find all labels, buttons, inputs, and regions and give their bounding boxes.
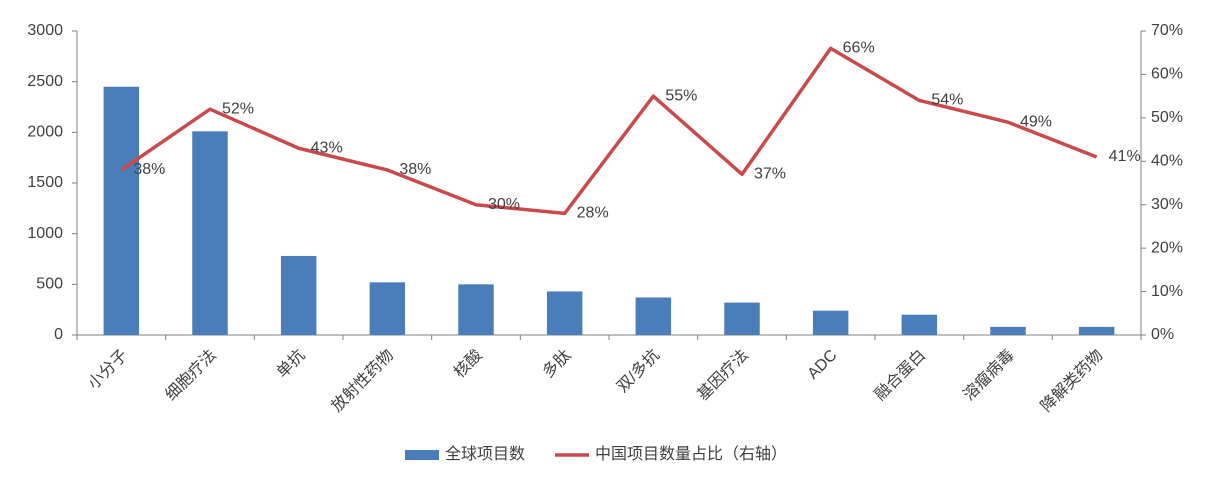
- data-label: 52%: [222, 100, 254, 117]
- x-tick-label: 溶瘤病毒: [960, 346, 1018, 404]
- x-tick-label: 细胞疗法: [162, 346, 220, 404]
- x-tick-label: 放射性药物: [328, 346, 397, 415]
- y-tick-label: 2000: [27, 124, 63, 141]
- y-tick-label: 1500: [27, 174, 63, 191]
- x-tick-label: 双/多抗: [613, 346, 663, 396]
- data-label: 41%: [1109, 148, 1141, 165]
- y2-tick-label: 60%: [1151, 66, 1183, 83]
- data-label: 38%: [399, 161, 431, 178]
- line: [120, 46, 1098, 216]
- y-tick-label: 3000: [27, 22, 63, 39]
- y2-tick-label: 0%: [1151, 326, 1174, 343]
- bar: [458, 284, 494, 335]
- x-tick-label: 融合蛋白: [871, 346, 929, 404]
- x-tick-label: 多肽: [539, 346, 574, 381]
- bar: [103, 86, 140, 335]
- y2-tick-label: 10%: [1151, 283, 1183, 300]
- x-tick-label: 核酸: [450, 346, 485, 381]
- legend-swatch: [405, 450, 439, 460]
- x-tick-label: 小分子: [84, 346, 131, 393]
- y2-tick-label: 20%: [1151, 239, 1183, 256]
- bar: [635, 297, 672, 335]
- y-tick-label: 500: [36, 276, 63, 293]
- bar: [724, 302, 760, 335]
- x-tick-label: 基因疗法: [694, 346, 752, 404]
- bar: [192, 131, 228, 335]
- data-label: 55%: [665, 87, 697, 104]
- y2-tick-label: 50%: [1151, 109, 1183, 126]
- data-label: 28%: [577, 205, 609, 222]
- data-label: 66%: [843, 40, 875, 57]
- x-tick-label: 降解类药物: [1037, 346, 1106, 415]
- bar: [990, 326, 1026, 335]
- data-label: 38%: [133, 161, 165, 178]
- y2-tick-label: 40%: [1151, 153, 1183, 170]
- y-tick-label: 2500: [27, 73, 63, 90]
- y-tick-label: 1000: [27, 225, 63, 242]
- bar: [369, 282, 406, 335]
- y-tick-label: 0: [54, 326, 63, 343]
- data-label: 37%: [754, 166, 786, 183]
- x-tick-label: 单抗: [273, 346, 308, 381]
- bar: [546, 291, 583, 335]
- legend-label: 中国项目数量占比（右轴）: [595, 445, 787, 463]
- data-label: 49%: [1020, 113, 1052, 130]
- data-label: 54%: [931, 92, 963, 109]
- y2-tick-label: 30%: [1151, 196, 1183, 213]
- legend-label: 全球项目数: [445, 445, 525, 463]
- y2-tick-label: 70%: [1151, 22, 1183, 39]
- bar: [1078, 326, 1115, 335]
- x-tick-label: ADC: [805, 347, 841, 383]
- data-label: 30%: [488, 196, 520, 213]
- data-label: 43%: [311, 139, 343, 156]
- bar: [280, 255, 317, 335]
- bar: [812, 310, 849, 335]
- bar: [901, 314, 938, 335]
